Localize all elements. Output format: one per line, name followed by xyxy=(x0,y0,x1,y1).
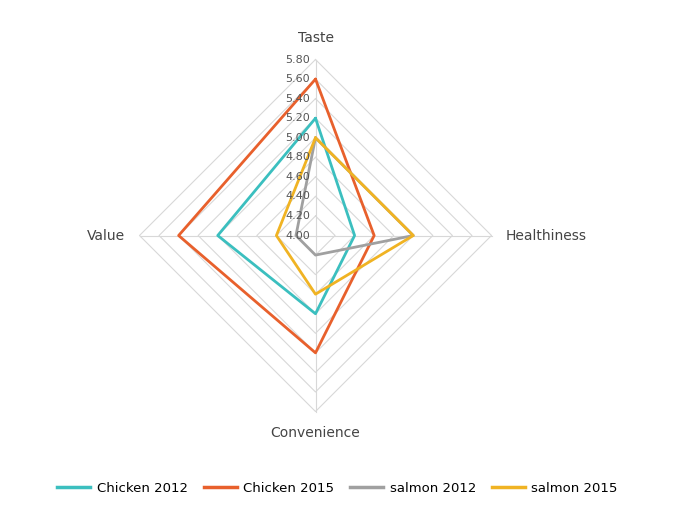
Legend: Chicken 2012, Chicken 2015, salmon 2012, salmon 2015: Chicken 2012, Chicken 2015, salmon 2012,… xyxy=(52,477,623,500)
Text: 5.60: 5.60 xyxy=(286,74,310,84)
Text: Value: Value xyxy=(87,228,126,243)
Text: 5.80: 5.80 xyxy=(286,54,310,65)
Text: 4.20: 4.20 xyxy=(286,211,310,221)
Text: Healthiness: Healthiness xyxy=(506,228,587,243)
Text: 5.00: 5.00 xyxy=(286,133,310,143)
Text: 4.40: 4.40 xyxy=(286,191,310,201)
Text: 4.60: 4.60 xyxy=(286,172,310,182)
Text: Convenience: Convenience xyxy=(271,425,360,440)
Text: 5.40: 5.40 xyxy=(286,94,310,103)
Text: 4.00: 4.00 xyxy=(286,230,310,241)
Text: 4.80: 4.80 xyxy=(286,152,310,162)
Text: Taste: Taste xyxy=(298,31,333,46)
Text: 5.20: 5.20 xyxy=(286,113,310,123)
